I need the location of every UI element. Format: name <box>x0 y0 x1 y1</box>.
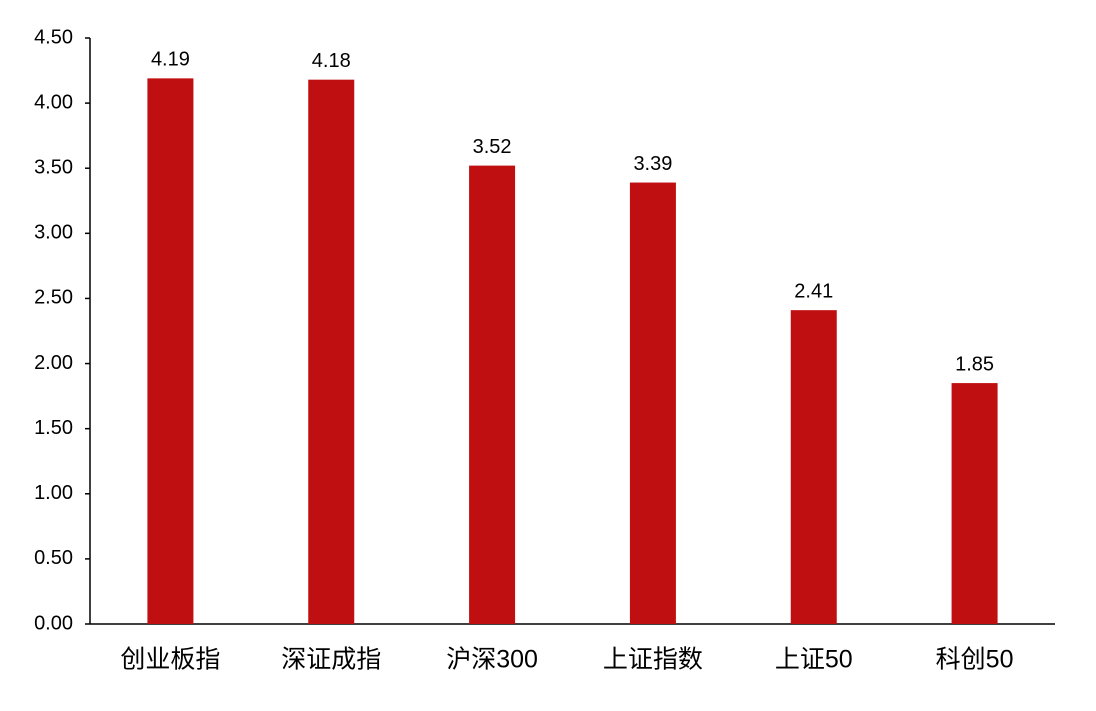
value-label: 1.85 <box>955 353 994 375</box>
y-tick-label: 4.00 <box>34 91 73 113</box>
x-tick-label: 上证指数 <box>603 646 703 674</box>
y-tick-label: 0.50 <box>34 547 73 569</box>
value-label: 4.19 <box>151 49 190 71</box>
value-label: 2.41 <box>794 280 833 302</box>
y-tick-label: 2.50 <box>34 287 73 309</box>
bar <box>308 79 355 624</box>
bar <box>629 182 676 624</box>
y-tick-label: 3.50 <box>34 157 73 179</box>
x-tick-label: 沪深300 <box>446 646 538 674</box>
bar <box>951 383 998 624</box>
value-label: 3.52 <box>473 136 512 158</box>
y-tick-label: 0.00 <box>34 612 73 634</box>
bar <box>147 78 194 624</box>
y-tick-label: 3.00 <box>34 222 73 244</box>
x-tick-label: 创业板指 <box>120 646 220 674</box>
value-label: 4.18 <box>312 50 351 72</box>
y-tick-label: 1.00 <box>34 482 73 504</box>
x-tick-label: 深证成指 <box>281 646 381 674</box>
y-tick-label: 2.00 <box>34 352 73 374</box>
value-label: 3.39 <box>633 153 672 175</box>
y-tick-label: 1.50 <box>34 417 73 439</box>
x-tick-label: 上证50 <box>775 646 853 674</box>
y-tick-label: 4.50 <box>34 26 73 48</box>
bar <box>469 165 516 624</box>
bar <box>790 310 837 624</box>
x-tick-label: 科创50 <box>936 646 1014 674</box>
